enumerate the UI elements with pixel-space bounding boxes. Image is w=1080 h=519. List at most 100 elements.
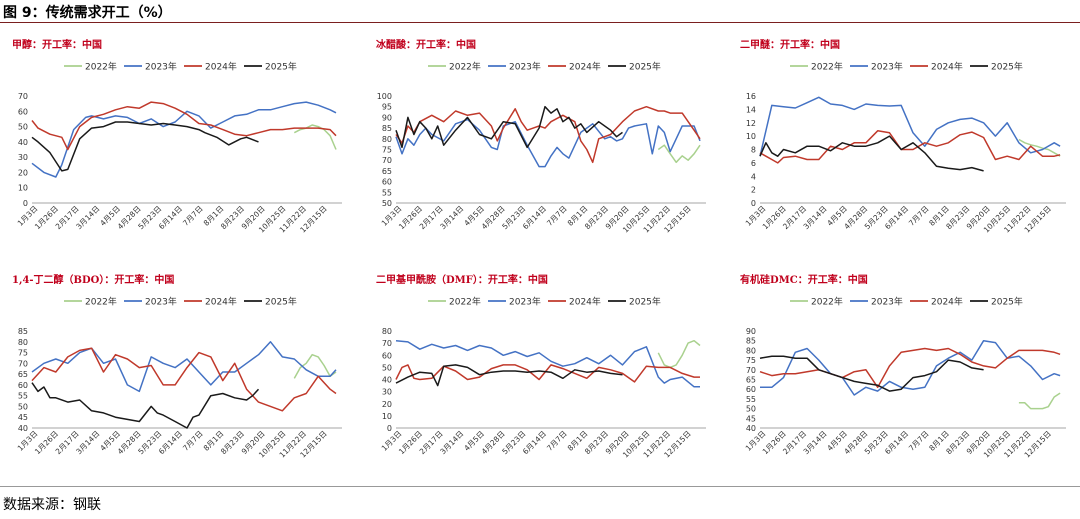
chart-panel-dmc: 有机硅DMC：开工率：中国 2022年 2023年 2024年 2025年 40 45 50…: [728, 265, 1080, 495]
legend-label: 2022年: [85, 296, 117, 308]
x-tick-label: 7月7日: [181, 429, 205, 453]
figure-title: 图 9：传统需求开工（%）: [3, 5, 172, 21]
legend-label: 2022年: [449, 61, 481, 73]
legend-label: 2025年: [991, 61, 1023, 73]
y-tick-label: 80: [746, 346, 756, 355]
y-tick-label: 65: [746, 376, 756, 385]
y-tick-label: 20: [382, 400, 392, 409]
legend-label: 2024年: [569, 61, 601, 73]
series-line: [759, 135, 984, 172]
y-tick-label: 60: [18, 107, 28, 116]
y-tick-label: 85: [18, 327, 28, 336]
y-tick-label: 70: [382, 156, 392, 165]
y-tick-label: 40: [382, 376, 392, 385]
legend-label: 2025年: [265, 61, 297, 73]
legend-label: 2024年: [205, 296, 237, 308]
acetic-acid-chart: 2022年 2023年 2024年 2025年50556065707580859095…: [377, 61, 706, 235]
chart-panel-bdo: 1,4-丁二醇（BDO）：开工率：中国 2022年 2023年 2024年 2025年…: [0, 265, 356, 495]
title-divider: [0, 22, 1080, 23]
legend-label: 2022年: [811, 296, 843, 308]
bdo-chart: 2022年 2023年 2024年 2025年40455055606570758085…: [16, 296, 342, 460]
series-line: [395, 105, 623, 149]
y-tick-label: 55: [746, 395, 756, 404]
chart-title: 甲醇：开工率：中国: [12, 40, 102, 51]
y-tick-label: 75: [382, 146, 392, 155]
legend-label: 2022年: [811, 61, 843, 73]
y-tick-label: 75: [746, 356, 756, 365]
chart-panel-dmf: 二甲基甲酰胺（DMF）：开工率：中国 2022年 2023年 2024年 2025年 0…: [364, 265, 720, 495]
series-line: [31, 121, 259, 172]
y-tick-label: 8: [751, 146, 756, 155]
y-tick-label: 10: [18, 184, 28, 193]
y-tick-label: 50: [382, 199, 392, 208]
y-tick-label: 85: [746, 337, 756, 346]
chart-panel-acetic-acid: 冰醋酸：开工率：中国 2022年 2023年 2024年 2025年 50 55 60 65 7…: [364, 30, 720, 260]
chart-panel-methanol: 甲醇：开工率：中国 2022年 2023年 2024年 2025年 0 10 20 30 40 5…: [0, 30, 356, 260]
y-tick-label: 95: [382, 103, 392, 112]
legend-label: 2022年: [449, 296, 481, 308]
legend-label: 2024年: [205, 61, 237, 73]
series-line: [31, 347, 337, 412]
y-tick-label: 0: [387, 424, 392, 433]
legend-label: 2025年: [991, 296, 1023, 308]
legend-label: 2025年: [629, 296, 661, 308]
y-tick-label: 65: [18, 370, 28, 379]
y-tick-label: 90: [382, 113, 392, 122]
y-tick-label: 80: [382, 135, 392, 144]
y-tick-label: 60: [382, 351, 392, 360]
series-line: [293, 124, 337, 150]
y-tick-label: 70: [746, 366, 756, 375]
y-tick-label: 16: [746, 92, 756, 101]
series-line: [759, 355, 984, 392]
chart-panel-dme: 二甲醚：开工率：中国 2022年 2023年 2024年 2025年 0 2 4 6 8 10 12…: [728, 30, 1080, 260]
series-line: [31, 101, 337, 178]
dme-chart: 2022年 2023年 2024年 2025年02468101214161月3日1月2…: [744, 61, 1066, 235]
series-line: [1018, 138, 1061, 157]
series-line: [1018, 392, 1061, 410]
y-tick-label: 80: [382, 327, 392, 336]
y-tick-label: 65: [382, 167, 392, 176]
y-tick-label: 100: [377, 92, 392, 101]
x-tick-label: 7月7日: [907, 429, 931, 453]
y-tick-label: 75: [18, 349, 28, 358]
y-tick-label: 4: [751, 172, 756, 181]
y-tick-label: 14: [746, 105, 756, 114]
y-tick-label: 90: [746, 327, 756, 336]
y-tick-label: 20: [18, 168, 28, 177]
series-line: [760, 339, 1061, 396]
series-line: [395, 118, 701, 168]
source-note: 数据来源：钢联: [3, 497, 101, 513]
series-line: [31, 382, 260, 429]
legend-label: 2025年: [265, 296, 297, 308]
series-line: [293, 353, 337, 379]
y-tick-label: 50: [746, 405, 756, 414]
y-tick-label: 70: [382, 339, 392, 348]
dmf-chart: 2022年 2023年 2024年 2025年010203040506070801月3…: [380, 296, 706, 460]
y-tick-label: 10: [746, 132, 756, 141]
y-tick-label: 50: [18, 402, 28, 411]
y-tick-label: 30: [18, 153, 28, 162]
y-tick-label: 85: [382, 124, 392, 133]
series-line: [759, 96, 1061, 157]
y-tick-label: 0: [23, 199, 28, 208]
y-tick-label: 50: [382, 363, 392, 372]
series-line: [657, 144, 701, 164]
chart-title: 冰醋酸：开工率：中国: [376, 40, 476, 51]
series-line: [657, 339, 701, 369]
chart-title: 有机硅DMC：开工率：中国: [740, 275, 868, 286]
methanol-chart: 2022年 2023年 2024年 2025年0102030405060701月3日1…: [16, 61, 342, 235]
y-tick-label: 60: [18, 381, 28, 390]
legend-label: 2022年: [85, 61, 117, 73]
legend-label: 2024年: [931, 61, 963, 73]
y-tick-label: 40: [18, 138, 28, 147]
y-tick-label: 55: [18, 392, 28, 401]
y-tick-label: 60: [382, 178, 392, 187]
y-tick-label: 45: [18, 413, 28, 422]
series-line: [31, 101, 337, 151]
series-line: [395, 364, 700, 383]
y-tick-label: 30: [382, 388, 392, 397]
y-tick-label: 2: [751, 186, 756, 195]
series-line: [395, 105, 701, 164]
y-tick-label: 80: [18, 338, 28, 347]
y-tick-label: 70: [18, 359, 28, 368]
